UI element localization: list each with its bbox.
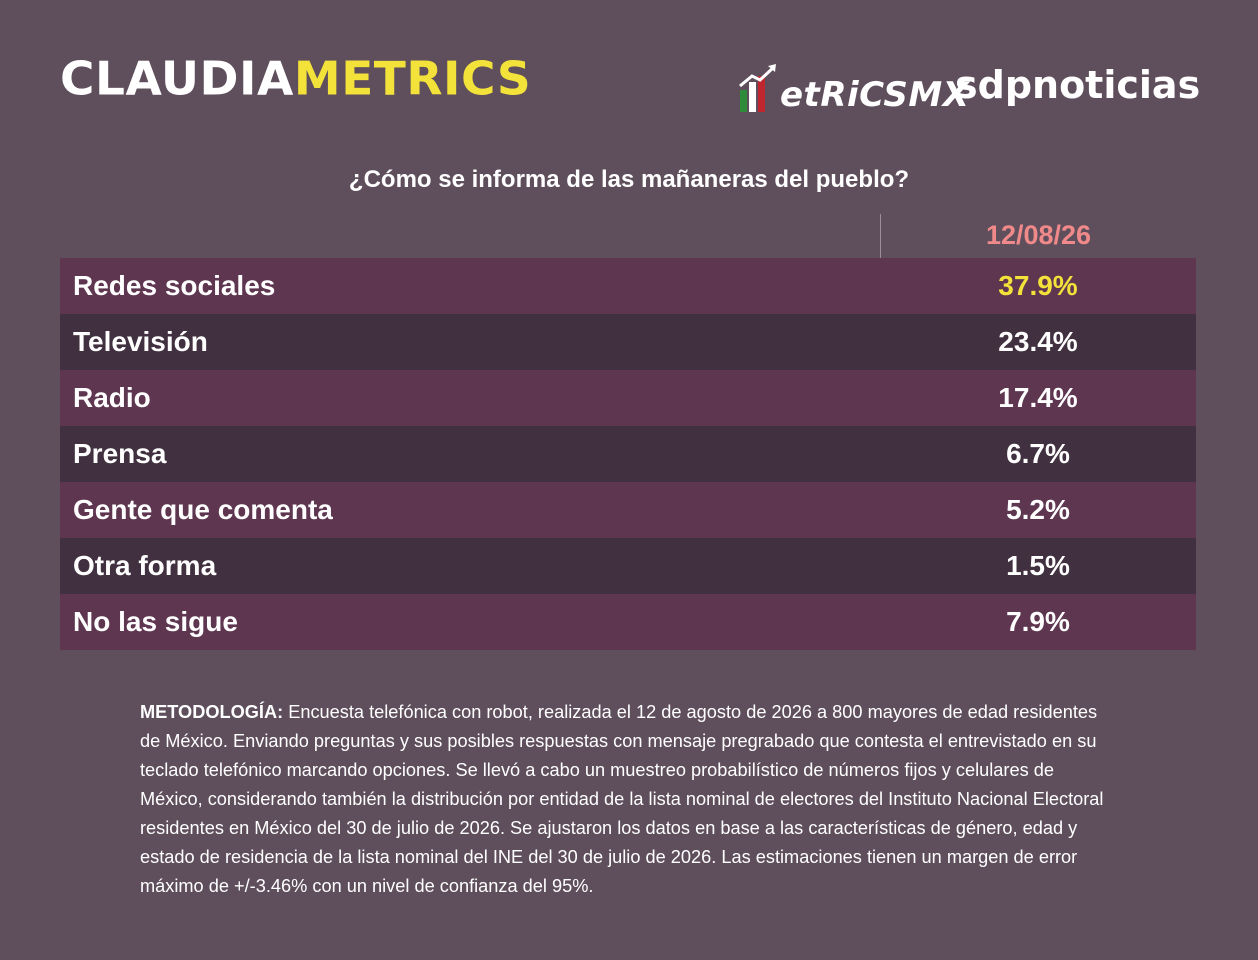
brand-part2: METRICS [293, 52, 532, 107]
chart-title: ¿Cómo se informa de las mañaneras del pu… [348, 166, 910, 193]
table-row: Redes sociales 37.9% [60, 258, 1196, 314]
row-value: 23.4% [998, 326, 1078, 357]
claudiametrics-logo: CLAUDIAMETRICS [60, 56, 531, 102]
methodology-text: Encuesta telefónica con robot, realizada… [140, 702, 1104, 896]
table-row: Gente que comenta 5.2% [60, 482, 1196, 538]
row-value: 17.4% [998, 382, 1078, 413]
row-label: Gente que comenta [73, 494, 333, 525]
brand-part1: CLAUDIA [60, 52, 294, 107]
metricsmx-logo: etRiCSMX [738, 62, 969, 114]
table-row: No las sigue 7.9% [60, 594, 1196, 650]
metricsmx-chart-icon [739, 64, 776, 112]
table-row: Otra forma 1.5% [60, 538, 1196, 594]
row-label: Radio [73, 382, 151, 413]
table-row: Prensa 6.7% [60, 426, 1196, 482]
row-label: Televisión [73, 326, 208, 357]
methodology-note: METODOLOGÍA: Encuesta telefónica con rob… [140, 698, 1120, 901]
row-value: 5.2% [1006, 494, 1070, 525]
metricsmx-wordmark: etRiCSMX [780, 75, 970, 115]
row-value: 6.7% [1006, 438, 1070, 469]
row-label: No las sigue [73, 606, 238, 637]
table-row: Radio 17.4% [60, 370, 1196, 426]
row-value: 37.9% [998, 270, 1078, 301]
sdpnoticias-logo: sdpnoticias [955, 63, 1201, 107]
row-label: Redes sociales [73, 270, 276, 301]
row-value: 7.9% [1006, 606, 1070, 637]
row-label: Prensa [73, 438, 167, 469]
row-label: Otra forma [73, 550, 217, 581]
table-row: Televisión 23.4% [60, 314, 1196, 370]
column-header-date: 12/08/26 [985, 220, 1092, 250]
methodology-lead: METODOLOGÍA: [140, 702, 284, 722]
results-table: Redes sociales 37.9% Televisión 23.4% Ra… [60, 258, 1196, 650]
row-value: 1.5% [1006, 550, 1070, 581]
